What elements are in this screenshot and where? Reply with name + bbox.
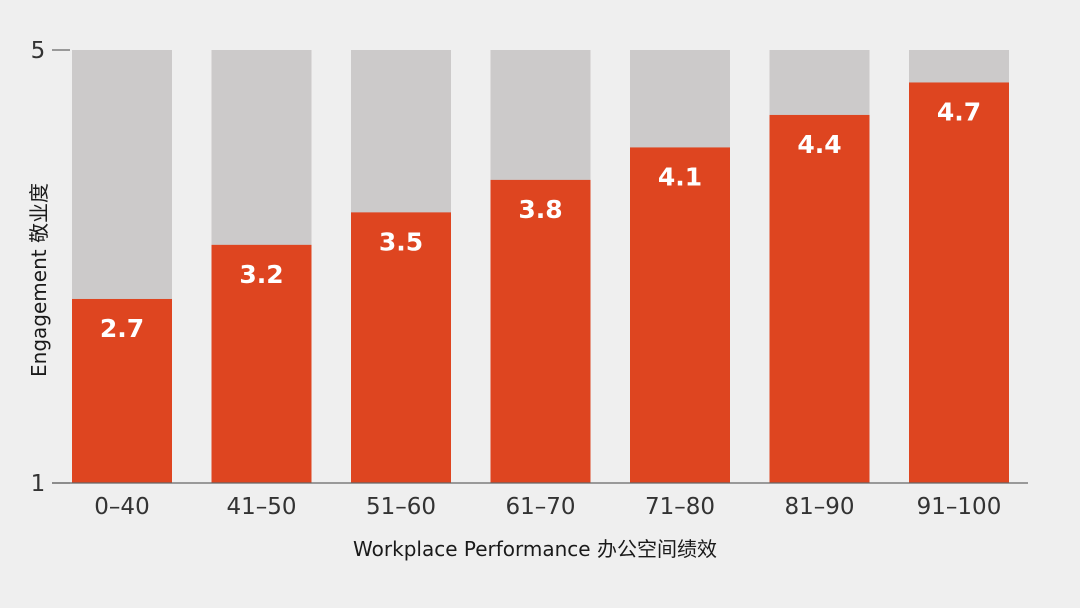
x-tick-label: 51–60 <box>366 494 436 520</box>
bar-value-label: 4.7 <box>937 97 981 126</box>
bar-value-label: 2.7 <box>100 314 144 343</box>
bars <box>72 82 1009 484</box>
bar <box>490 179 591 483</box>
x-tick-label: 91–100 <box>917 494 1002 520</box>
bar-value-label: 3.2 <box>239 260 283 289</box>
bar <box>72 298 172 483</box>
bar <box>211 244 312 483</box>
value-labels: 2.7 3.2 3.5 3.8 4.1 4.4 4.7 <box>100 97 981 343</box>
y-axis-title: Engagement 敬业度 <box>27 183 51 377</box>
bar-value-label: 4.1 <box>658 162 702 191</box>
x-tick-label: 61–70 <box>505 494 575 520</box>
tick-labels: 0–40 41–50 51–60 61–70 71–80 81–90 91–100 5 1 <box>31 38 1002 520</box>
bar-value-label: 3.5 <box>379 227 423 256</box>
y-tick-label: 5 <box>31 38 46 64</box>
bar-value-label: 3.8 <box>518 195 562 224</box>
bar <box>909 82 1009 483</box>
bar <box>630 147 730 484</box>
y-tick-label: 1 <box>31 471 46 497</box>
axes <box>52 49 1028 484</box>
bar-value-label: 4.4 <box>797 130 841 159</box>
bar <box>769 114 870 483</box>
bar <box>351 212 451 483</box>
x-tick-label: 0–40 <box>94 494 149 520</box>
x-axis-title: Workplace Performance 办公空间绩效 <box>353 537 717 561</box>
x-tick-label: 41–50 <box>226 494 296 520</box>
x-tick-label: 71–80 <box>645 494 715 520</box>
x-tick-label: 81–90 <box>784 494 854 520</box>
